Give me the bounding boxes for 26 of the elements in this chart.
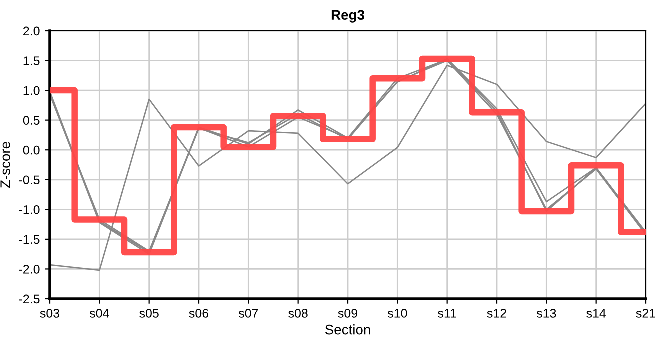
y-axis-title: Z-score <box>0 142 10 188</box>
x-tick-label: s05 <box>140 309 159 318</box>
y-tick-label: 0.5 <box>23 116 40 125</box>
y-tick-label: 1.0 <box>24 86 40 96</box>
x-tick-label: s11 <box>438 309 456 318</box>
x-tick-label: s07 <box>238 309 258 318</box>
x-tick-label: s21 <box>636 309 656 318</box>
y-tick-label: 0.0 <box>23 146 40 155</box>
x-tick-label: s09 <box>338 309 358 318</box>
y-tick-label: -1.5 <box>19 235 40 244</box>
x-tick-label: s10 <box>388 309 408 318</box>
chart-title: Reg3 <box>332 10 364 23</box>
y-tick-label: -2.5 <box>19 294 40 304</box>
y-tick-label: -2.0 <box>19 265 40 274</box>
x-tick-label: s08 <box>288 309 308 318</box>
x-tick-label: s13 <box>536 309 556 318</box>
x-axis-title: Section <box>325 324 370 335</box>
x-tick-label: s04 <box>90 309 110 318</box>
y-tick-label: -0.5 <box>19 176 40 185</box>
x-tick-label: s06 <box>189 309 209 318</box>
x-tick-label: s03 <box>40 309 60 318</box>
y-tick-label: 2.0 <box>24 26 40 36</box>
y-tick-label: 1.5 <box>24 56 40 66</box>
x-tick-label: s12 <box>487 309 506 318</box>
x-tick-label: s14 <box>586 309 606 318</box>
y-tick-label: -1.0 <box>19 205 40 214</box>
